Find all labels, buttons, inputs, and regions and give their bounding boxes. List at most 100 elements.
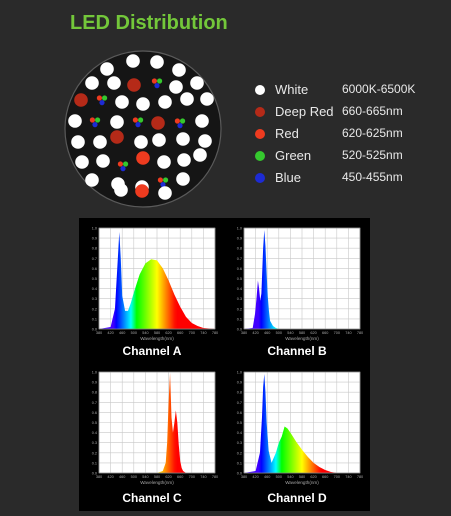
x-tick-label: 780 — [212, 331, 218, 335]
led-white — [114, 183, 128, 197]
legend-label: Red — [275, 126, 299, 141]
led-blue — [120, 166, 126, 172]
legend-label: Deep Red — [275, 104, 334, 119]
led-rgb-cluster — [174, 118, 186, 129]
x-tick-label: 580 — [154, 475, 160, 479]
led-green — [123, 161, 129, 167]
legend-dot-icon — [255, 129, 265, 139]
x-tick-label: 700 — [189, 475, 195, 479]
led-white — [75, 155, 89, 169]
y-tick-label: 0.9 — [237, 237, 242, 241]
y-tick-label: 0.5 — [92, 421, 97, 425]
led-white — [193, 148, 207, 162]
led-white — [176, 172, 190, 186]
y-tick-label: 0.4 — [92, 287, 97, 291]
x-tick-label: 620 — [310, 331, 316, 335]
led-green — [138, 117, 144, 123]
legend-range: 450-455nm — [342, 170, 403, 184]
x-tick-label: 380 — [96, 475, 102, 479]
chart-channel-c: 0.0 0.1 0.2 0.3 0.4 0.5 0.6 0.7 0.8 0.9 1.0 380 420 4… — [82, 365, 227, 511]
led-white — [85, 76, 99, 90]
led-white — [85, 173, 99, 187]
spectrum-plot: 0.0 0.1 0.2 0.3 0.4 0.5 0.6 0.7 0.8 0.9 1.0 380 420 4… — [92, 371, 218, 486]
led-red — [117, 161, 123, 167]
x-tick-label: 660 — [322, 331, 328, 335]
led-deep-red — [110, 130, 124, 144]
chart-title: Channel D — [267, 491, 327, 505]
led-blue — [177, 123, 183, 129]
y-tick-label: 1.0 — [92, 227, 97, 231]
led-red — [174, 118, 180, 124]
y-tick-label: 0.6 — [92, 267, 97, 271]
led-white — [200, 92, 214, 106]
spectrum-area — [99, 232, 215, 329]
y-tick-label: 0.6 — [92, 411, 97, 415]
spectrum-plot: 0.0 0.1 0.2 0.3 0.4 0.5 0.6 0.7 0.8 0.9 1.0 380 420 4… — [237, 371, 363, 486]
y-tick-label: 0.0 — [92, 472, 97, 476]
led-green — [157, 78, 163, 84]
y-tick-label: 0.0 — [92, 328, 97, 332]
y-tick-label: 0.7 — [237, 257, 242, 261]
legend-range: 520-525nm — [342, 148, 403, 162]
spectrum-plot: 0.0 0.1 0.2 0.3 0.4 0.5 0.6 0.7 0.8 0.9 1.0 380 420 4… — [92, 227, 218, 342]
led-white — [96, 154, 110, 168]
led-rgb-cluster — [132, 117, 144, 128]
led-board-diagram — [64, 50, 222, 208]
led-green — [95, 117, 101, 123]
x-tick-label: 700 — [334, 475, 340, 479]
plot-frame — [98, 371, 216, 474]
x-tick-label: 580 — [154, 331, 160, 335]
chart-title: Channel C — [122, 491, 182, 505]
x-tick-label: 420 — [107, 475, 113, 479]
led-white — [115, 95, 129, 109]
x-tick-label: 460 — [264, 331, 270, 335]
led-red — [151, 78, 157, 84]
led-white — [172, 63, 186, 77]
y-tick-label: 0.4 — [237, 287, 242, 291]
spectrum-area — [244, 230, 360, 329]
y-tick-label: 0.6 — [237, 267, 242, 271]
led-white — [134, 135, 148, 149]
spectrum-area — [244, 374, 360, 473]
y-tick-label: 0.1 — [237, 461, 242, 465]
y-tick-label: 0.9 — [92, 381, 97, 385]
x-tick-label: 620 — [310, 475, 316, 479]
plot-frame — [98, 227, 216, 330]
x-tick-label: 660 — [322, 475, 328, 479]
led-red — [89, 117, 95, 123]
led-red — [132, 117, 138, 123]
y-tick-label: 1.0 — [92, 371, 97, 375]
x-tick-label: 700 — [334, 331, 340, 335]
led-white — [126, 54, 140, 68]
x-tick-label: 540 — [287, 475, 293, 479]
x-tick-label: 420 — [252, 331, 258, 335]
led-deep-red — [74, 93, 88, 107]
y-tick-label: 0.5 — [237, 421, 242, 425]
x-tick-label: 740 — [345, 475, 351, 479]
spectrum-plot: 0.0 0.1 0.2 0.3 0.4 0.5 0.6 0.7 0.8 0.9 1.0 380 420 4… — [237, 227, 363, 342]
chart-channel-a: 0.0 0.1 0.2 0.3 0.4 0.5 0.6 0.7 0.8 0.9 1.0 380 420 4… — [82, 221, 227, 367]
x-tick-label: 380 — [241, 331, 247, 335]
led-rgb-cluster — [117, 161, 129, 172]
y-tick-label: 0.9 — [92, 237, 97, 241]
led-deep-red — [151, 116, 165, 130]
x-tick-label: 740 — [200, 331, 206, 335]
y-tick-label: 0.0 — [237, 472, 242, 476]
x-tick-label: 420 — [107, 331, 113, 335]
led-green — [180, 118, 186, 124]
led-deep-red — [127, 78, 141, 92]
x-tick-label: 500 — [131, 331, 137, 335]
y-tick-label: 0.2 — [237, 451, 242, 455]
y-tick-label: 0.8 — [92, 247, 97, 251]
y-tick-label: 0.4 — [237, 431, 242, 435]
legend-label: Green — [275, 148, 312, 163]
led-white — [150, 55, 164, 69]
led-blue — [160, 182, 166, 188]
led-white — [110, 115, 124, 129]
legend-range: 620-625nm — [342, 126, 403, 140]
y-tick-label: 0.1 — [237, 317, 242, 321]
x-tick-label: 620 — [165, 331, 171, 335]
led-white — [157, 155, 171, 169]
x-tick-label: 780 — [212, 475, 218, 479]
y-tick-label: 0.7 — [92, 401, 97, 405]
